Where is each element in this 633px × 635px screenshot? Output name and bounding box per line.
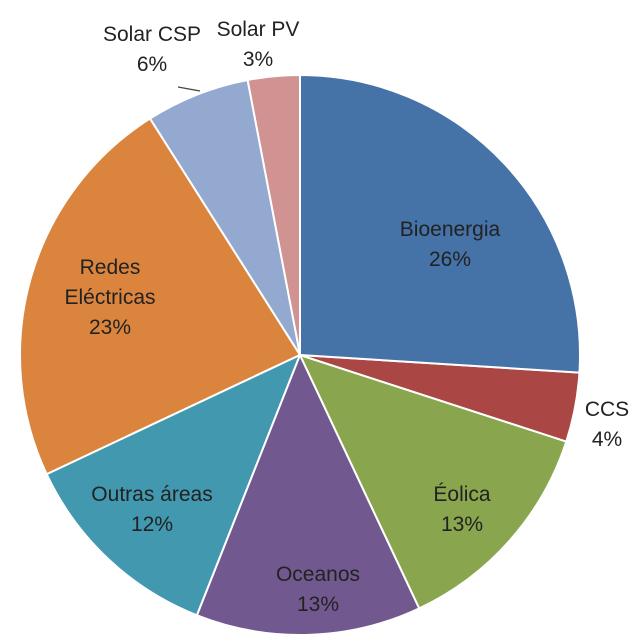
category-label: Solar PV [216,18,300,41]
value-label: 12% [130,513,174,536]
category-label: Solar CSP [102,23,202,46]
value-label: 13% [296,593,340,616]
slice-label: Solar PV 3% [217,15,300,75]
category-label: Oceanos [275,563,361,586]
category-label: CCS [584,398,630,421]
value-label: 3% [242,48,274,71]
category-label: Redes Eléctricas [64,256,156,309]
slice-label: Éolica 13% [433,480,490,540]
slice-label: Outras áreas 12% [91,480,212,540]
pie-slice [298,353,568,610]
slice-label: Bioenergia 26% [400,215,500,275]
pie-slice [45,353,302,617]
value-label: 6% [136,53,168,76]
slice-label: Oceanos 13% [276,560,360,620]
value-label: 13% [440,513,484,536]
category-label: Éolica [433,483,491,506]
value-label: 23% [88,316,132,339]
slice-label: Solar CSP 6% [103,20,201,80]
value-label: 26% [428,248,472,271]
pie-slice [299,73,581,374]
value-label: 4% [591,428,623,451]
leader-line [177,86,201,92]
slice-label: CCS 4% [585,395,629,455]
category-label: Outras áreas [91,483,213,506]
category-label: Bioenergia [399,218,501,241]
pie-slice [19,117,302,476]
slice-label: Redes Eléctricas 23% [50,253,170,343]
